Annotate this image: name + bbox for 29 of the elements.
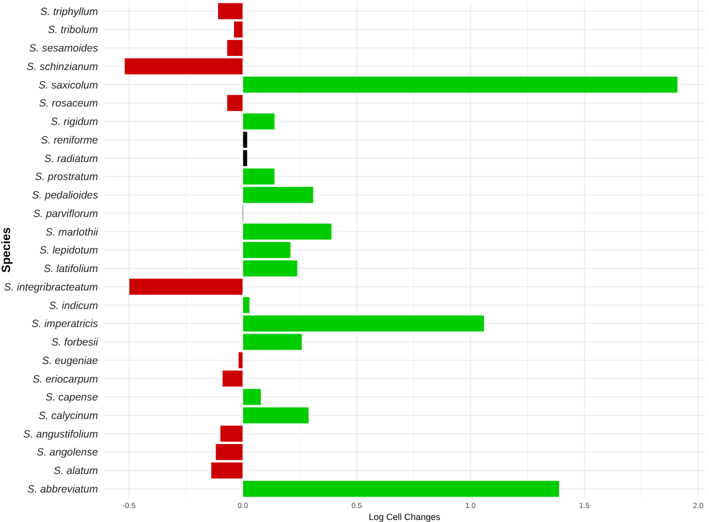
y-tick-label: S. tribolum: [48, 24, 98, 36]
y-tick-label: S. calycinum: [38, 410, 98, 422]
y-tick-label: S. capense: [45, 392, 98, 404]
y-tick-label: S. latifolium: [44, 263, 98, 276]
y-tick-label: S. rosaceum: [39, 98, 98, 110]
y-tick-label: S. abbreviatum: [27, 483, 98, 496]
y-tick-label: S. triphyllum: [40, 6, 98, 18]
y-tick-label: S. radiatum: [44, 152, 98, 165]
y-tick-label: S. sesamoides: [29, 42, 99, 55]
y-tick-label: S. forbesii: [51, 336, 99, 349]
y-tick-label: S. integribracteatum: [4, 281, 98, 294]
y-tick-label: S. indicum: [48, 300, 98, 312]
y-tick-label: S. imperatricis: [31, 318, 99, 330]
y-tick-label: S. saxicolum: [38, 79, 98, 92]
y-tick-label: S. rigidum: [50, 116, 98, 128]
y-tick-label: S. prostratum: [34, 171, 98, 184]
y-tick-label: S. eriocarpum: [32, 373, 98, 386]
y-tick-label: S. reniforme: [40, 134, 98, 146]
y-tick-label: S. pedalioides: [32, 190, 99, 202]
y-tick-label: S. parviflorum: [33, 208, 98, 220]
y-axis-title: Species: [0, 227, 13, 273]
y-tick-label: S. alatum: [54, 465, 98, 478]
y-tick-label: S. angustifolium: [23, 428, 98, 440]
y-tick-label: S. lepidotum: [40, 244, 98, 257]
y-tick-label: S. angolense: [36, 446, 98, 459]
y-tick-label: S. schinzianum: [26, 60, 98, 73]
y-tick-label: S. eugeniae: [42, 354, 98, 367]
x-axis-title: Log Cell Changes: [368, 512, 441, 522]
y-tick-label: S. marlothii: [45, 226, 99, 238]
